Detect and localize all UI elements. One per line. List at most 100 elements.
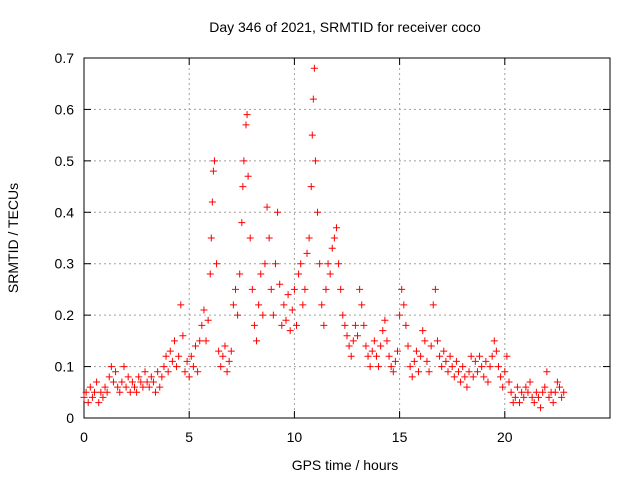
- data-point: [128, 378, 136, 386]
- data-point: [347, 352, 355, 360]
- data-point: [431, 285, 439, 293]
- data-point: [97, 388, 105, 396]
- data-point: [518, 388, 526, 396]
- data-point: [398, 285, 406, 293]
- data-point: [450, 373, 458, 381]
- data-point: [471, 357, 479, 365]
- data-point: [103, 388, 111, 396]
- y-tick-label: 0.7: [55, 50, 75, 66]
- data-point: [126, 388, 134, 396]
- data-point: [86, 383, 94, 391]
- data-point: [539, 388, 547, 396]
- data-point: [356, 285, 364, 293]
- data-point: [221, 342, 229, 350]
- data-point: [248, 285, 256, 293]
- data-point: [455, 368, 463, 376]
- data-point: [189, 363, 197, 371]
- data-point: [297, 260, 305, 268]
- data-point: [436, 352, 444, 360]
- data-point: [532, 388, 540, 396]
- x-tick-label: 15: [392, 429, 408, 445]
- data-point: [463, 383, 471, 391]
- data-point: [526, 378, 534, 386]
- data-point: [196, 337, 204, 345]
- data-point: [259, 311, 267, 319]
- data-point: [412, 347, 420, 355]
- data-point: [207, 234, 215, 242]
- data-point: [177, 301, 185, 309]
- data-point: [381, 316, 389, 324]
- data-point: [82, 388, 90, 396]
- data-point: [330, 234, 338, 242]
- data-point: [318, 301, 326, 309]
- data-point: [288, 306, 296, 314]
- data-point: [154, 368, 162, 376]
- data-points: [80, 64, 568, 412]
- data-point: [389, 368, 397, 376]
- y-tick-label: 0.3: [55, 256, 75, 272]
- chart-title: Day 346 of 2021, SRMTID for receiver coc…: [209, 19, 481, 35]
- data-point: [446, 352, 454, 360]
- data-point: [206, 270, 214, 278]
- data-point: [492, 347, 500, 355]
- data-point: [210, 157, 218, 165]
- data-point: [187, 352, 195, 360]
- data-point: [396, 311, 404, 319]
- data-point: [558, 393, 566, 401]
- x-tick-label: 0: [80, 429, 88, 445]
- data-point: [507, 388, 515, 396]
- data-point: [93, 378, 101, 386]
- data-point: [486, 363, 494, 371]
- data-point: [265, 234, 273, 242]
- data-point: [269, 311, 277, 319]
- data-point: [488, 352, 496, 360]
- data-point: [524, 388, 532, 396]
- data-point: [433, 337, 441, 345]
- y-tick-labels: 0 0.1 0.2 0.3 0.4 0.5 0.6 0.7: [55, 50, 75, 426]
- data-point: [328, 244, 336, 252]
- data-point: [482, 357, 490, 365]
- data-point: [444, 368, 452, 376]
- data-point: [467, 352, 475, 360]
- data-point: [242, 121, 250, 129]
- data-point: [404, 342, 412, 350]
- data-point: [459, 363, 467, 371]
- data-point: [135, 373, 143, 381]
- data-point: [118, 378, 126, 386]
- data-point: [271, 260, 279, 268]
- data-point: [316, 260, 324, 268]
- data-point: [505, 378, 513, 386]
- data-point: [88, 393, 96, 401]
- data-point: [227, 347, 235, 355]
- data-point: [179, 332, 187, 340]
- x-tick-label: 10: [287, 429, 303, 445]
- data-point: [423, 357, 431, 365]
- data-point: [168, 357, 176, 365]
- data-point: [349, 337, 357, 345]
- data-point: [305, 234, 313, 242]
- data-point: [473, 368, 481, 376]
- y-tick-label: 0.2: [55, 307, 75, 323]
- data-point: [124, 373, 132, 381]
- data-point: [145, 383, 153, 391]
- data-point: [162, 352, 170, 360]
- data-point: [175, 352, 183, 360]
- data-point: [501, 368, 509, 376]
- data-point: [280, 301, 288, 309]
- data-point: [314, 208, 322, 216]
- data-point: [229, 301, 237, 309]
- data-point: [541, 383, 549, 391]
- data-point: [99, 393, 107, 401]
- data-point: [345, 342, 353, 350]
- data-point: [377, 342, 385, 350]
- data-point: [80, 393, 88, 401]
- data-point: [299, 301, 307, 309]
- data-point: [419, 327, 427, 335]
- data-point: [194, 368, 202, 376]
- data-point: [400, 301, 408, 309]
- data-point: [522, 383, 530, 391]
- data-point: [198, 321, 206, 329]
- data-point: [116, 388, 124, 396]
- data-point: [308, 131, 316, 139]
